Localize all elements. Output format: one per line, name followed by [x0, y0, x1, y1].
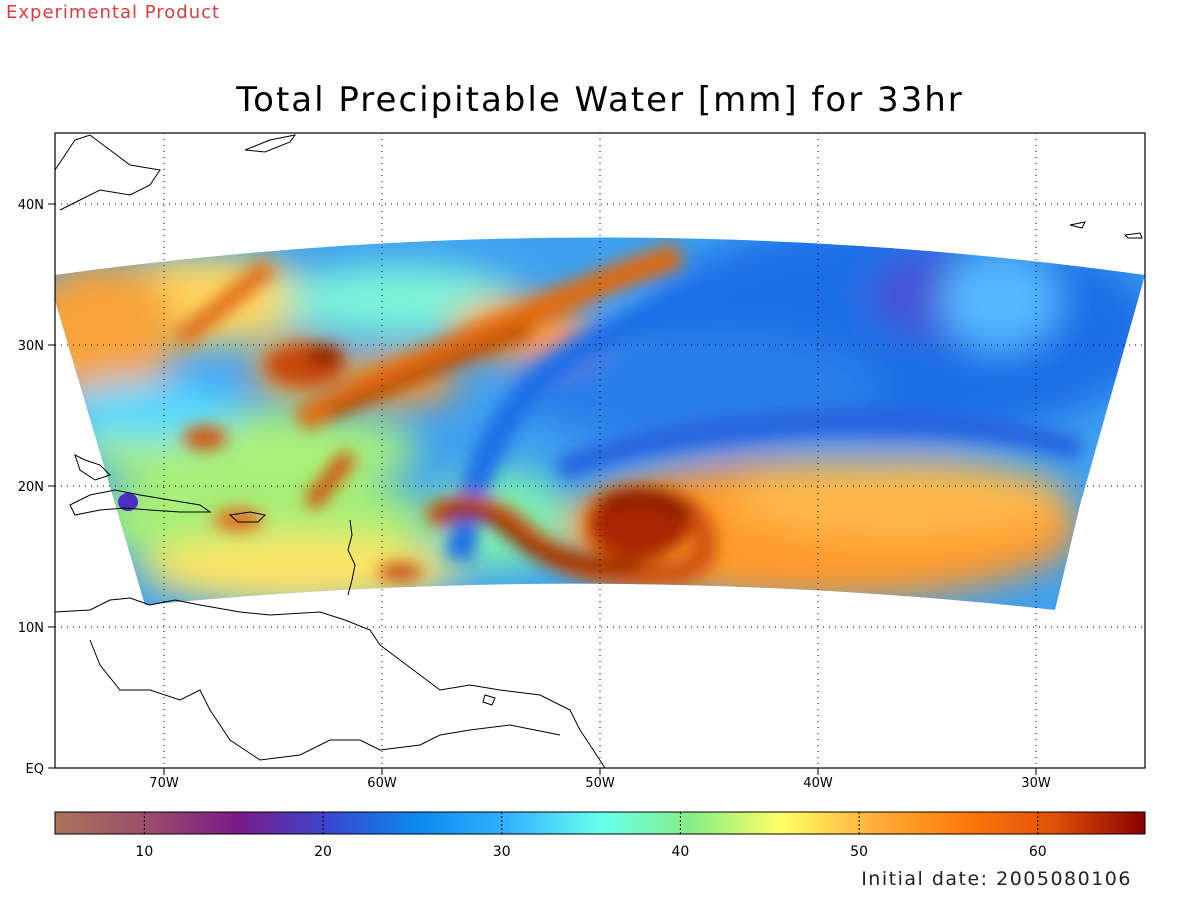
colorbar-label: 50 [850, 844, 868, 860]
axis-ticks [48, 203, 1037, 775]
lat-label: EQ [26, 762, 44, 777]
colorbar-label: 60 [1029, 844, 1047, 860]
lat-labels: 40N 30N 20N 10N EQ [18, 198, 44, 777]
colorbar-label: 10 [135, 844, 153, 860]
lon-label: 30W [1021, 776, 1051, 791]
coastlines [55, 134, 1143, 768]
lat-label: 40N [18, 198, 44, 213]
lon-label: 50W [585, 776, 615, 791]
lon-label: 70W [149, 776, 179, 791]
colorbar-label: 30 [493, 844, 511, 860]
lat-label: 20N [18, 480, 44, 495]
lat-label: 10N [18, 621, 44, 636]
colorbar [54, 811, 1146, 835]
colorbar-label: 40 [671, 844, 689, 860]
initial-date: Initial date: 2005080106 [861, 868, 1132, 890]
chart-title: Total Precipitable Water [mm] for 33hr [236, 80, 964, 120]
lat-label: 30N [18, 339, 44, 354]
lon-label: 40W [803, 776, 833, 791]
lon-label: 60W [367, 776, 397, 791]
colorbar-label: 20 [314, 844, 332, 860]
colorbar-labels: 10 20 30 40 50 60 [135, 844, 1046, 860]
pw-field [55, 237, 1145, 610]
lon-labels: 70W 60W 50W 40W 30W [149, 776, 1051, 791]
experimental-product-label: Experimental Product [6, 2, 221, 23]
